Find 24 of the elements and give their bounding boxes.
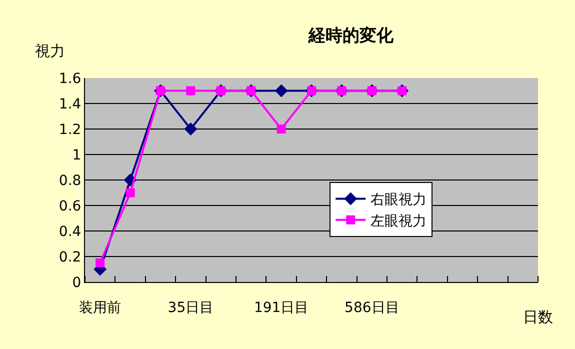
legend-label: 右眼視力 xyxy=(370,192,427,208)
x-tick-label: 装用前 xyxy=(79,300,122,316)
y-tick-label: 0.8 xyxy=(58,172,82,189)
point xyxy=(186,86,196,96)
y-tick-label: 1 xyxy=(72,147,82,164)
point xyxy=(184,122,198,136)
y-tick-label: 0.2 xyxy=(58,249,82,266)
x-tick-label: 35日目 xyxy=(168,300,214,316)
y-tick-label: 0.4 xyxy=(58,224,82,240)
y-tick-label: 1.2 xyxy=(58,122,82,138)
point xyxy=(274,84,288,98)
y-tick-label: 1.6 xyxy=(58,70,82,87)
legend-label: 左眼視力 xyxy=(370,213,427,230)
point xyxy=(126,188,135,198)
point xyxy=(96,258,105,268)
y-tick-label: 0 xyxy=(72,274,82,291)
x-axis-title: 日数 xyxy=(523,308,553,326)
x-tick-label: 586日目 xyxy=(344,300,400,316)
chart-title: 経時的変化 xyxy=(307,26,394,46)
y-axis-title: 視力 xyxy=(35,42,65,60)
y-tick-label: 1.4 xyxy=(58,96,82,112)
x-tick-label: 191日目 xyxy=(254,300,309,316)
point xyxy=(276,124,286,134)
y-tick-label: 0.6 xyxy=(58,198,82,214)
